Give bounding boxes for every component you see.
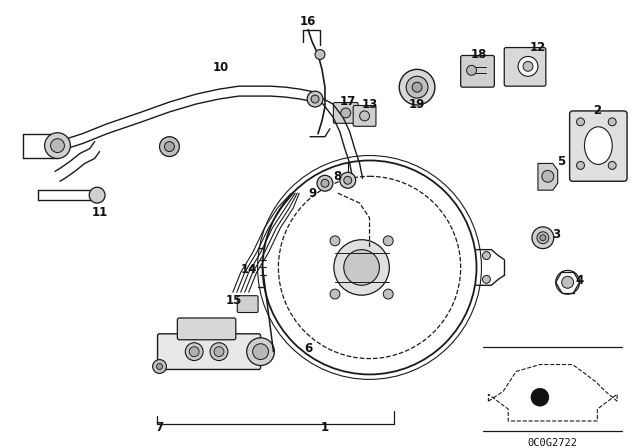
Circle shape: [334, 240, 389, 295]
Circle shape: [562, 276, 573, 288]
Circle shape: [518, 56, 538, 76]
Circle shape: [542, 170, 554, 182]
Circle shape: [540, 235, 546, 241]
FancyBboxPatch shape: [157, 334, 260, 370]
Ellipse shape: [584, 127, 612, 164]
Circle shape: [45, 133, 70, 159]
Circle shape: [383, 236, 393, 246]
Text: 14: 14: [241, 263, 257, 276]
Circle shape: [341, 108, 351, 118]
Text: 4: 4: [575, 274, 584, 287]
Polygon shape: [538, 164, 557, 190]
Text: 11: 11: [92, 207, 108, 220]
Circle shape: [344, 250, 380, 285]
Circle shape: [307, 91, 323, 107]
Text: 1: 1: [321, 422, 329, 435]
Circle shape: [532, 227, 554, 249]
Text: 9: 9: [308, 187, 316, 200]
Text: 19: 19: [409, 98, 425, 111]
Circle shape: [406, 76, 428, 98]
Circle shape: [51, 139, 65, 153]
Circle shape: [330, 236, 340, 246]
Circle shape: [608, 118, 616, 126]
Circle shape: [483, 276, 490, 283]
Circle shape: [577, 161, 584, 169]
FancyBboxPatch shape: [504, 47, 546, 86]
Circle shape: [253, 344, 269, 360]
Text: 0C0G2722: 0C0G2722: [528, 438, 578, 448]
Circle shape: [523, 61, 533, 71]
Circle shape: [214, 347, 224, 357]
FancyBboxPatch shape: [333, 103, 358, 123]
Text: 10: 10: [213, 61, 229, 74]
Circle shape: [399, 69, 435, 105]
Circle shape: [157, 363, 163, 370]
Circle shape: [321, 179, 329, 187]
Circle shape: [186, 343, 203, 361]
Text: 6: 6: [304, 342, 312, 355]
FancyBboxPatch shape: [177, 318, 236, 340]
Circle shape: [246, 338, 275, 366]
Circle shape: [537, 232, 549, 244]
Circle shape: [152, 360, 166, 374]
Circle shape: [531, 388, 549, 406]
Text: 2: 2: [593, 104, 602, 117]
Circle shape: [311, 95, 319, 103]
Text: 5: 5: [557, 155, 565, 168]
Circle shape: [577, 118, 584, 126]
FancyBboxPatch shape: [461, 56, 494, 87]
Circle shape: [189, 347, 199, 357]
Circle shape: [210, 343, 228, 361]
Circle shape: [383, 289, 393, 299]
Circle shape: [317, 175, 333, 191]
FancyBboxPatch shape: [570, 111, 627, 181]
Text: 17: 17: [340, 95, 356, 108]
Circle shape: [608, 161, 616, 169]
Text: 8: 8: [333, 170, 342, 183]
Circle shape: [159, 137, 179, 156]
FancyBboxPatch shape: [237, 296, 258, 313]
Circle shape: [412, 82, 422, 92]
Text: 16: 16: [300, 15, 316, 28]
Text: 18: 18: [470, 48, 486, 61]
Text: 13: 13: [362, 98, 378, 111]
Circle shape: [344, 177, 352, 184]
Text: 15: 15: [226, 293, 242, 306]
Circle shape: [330, 289, 340, 299]
Text: 12: 12: [530, 41, 546, 54]
Text: 3: 3: [552, 228, 560, 241]
Circle shape: [467, 65, 477, 75]
Text: 7: 7: [156, 422, 164, 435]
Circle shape: [340, 172, 356, 188]
Circle shape: [89, 187, 105, 203]
FancyBboxPatch shape: [353, 105, 376, 126]
Circle shape: [483, 252, 490, 259]
Circle shape: [164, 142, 174, 151]
Circle shape: [315, 50, 325, 60]
Circle shape: [360, 111, 369, 121]
